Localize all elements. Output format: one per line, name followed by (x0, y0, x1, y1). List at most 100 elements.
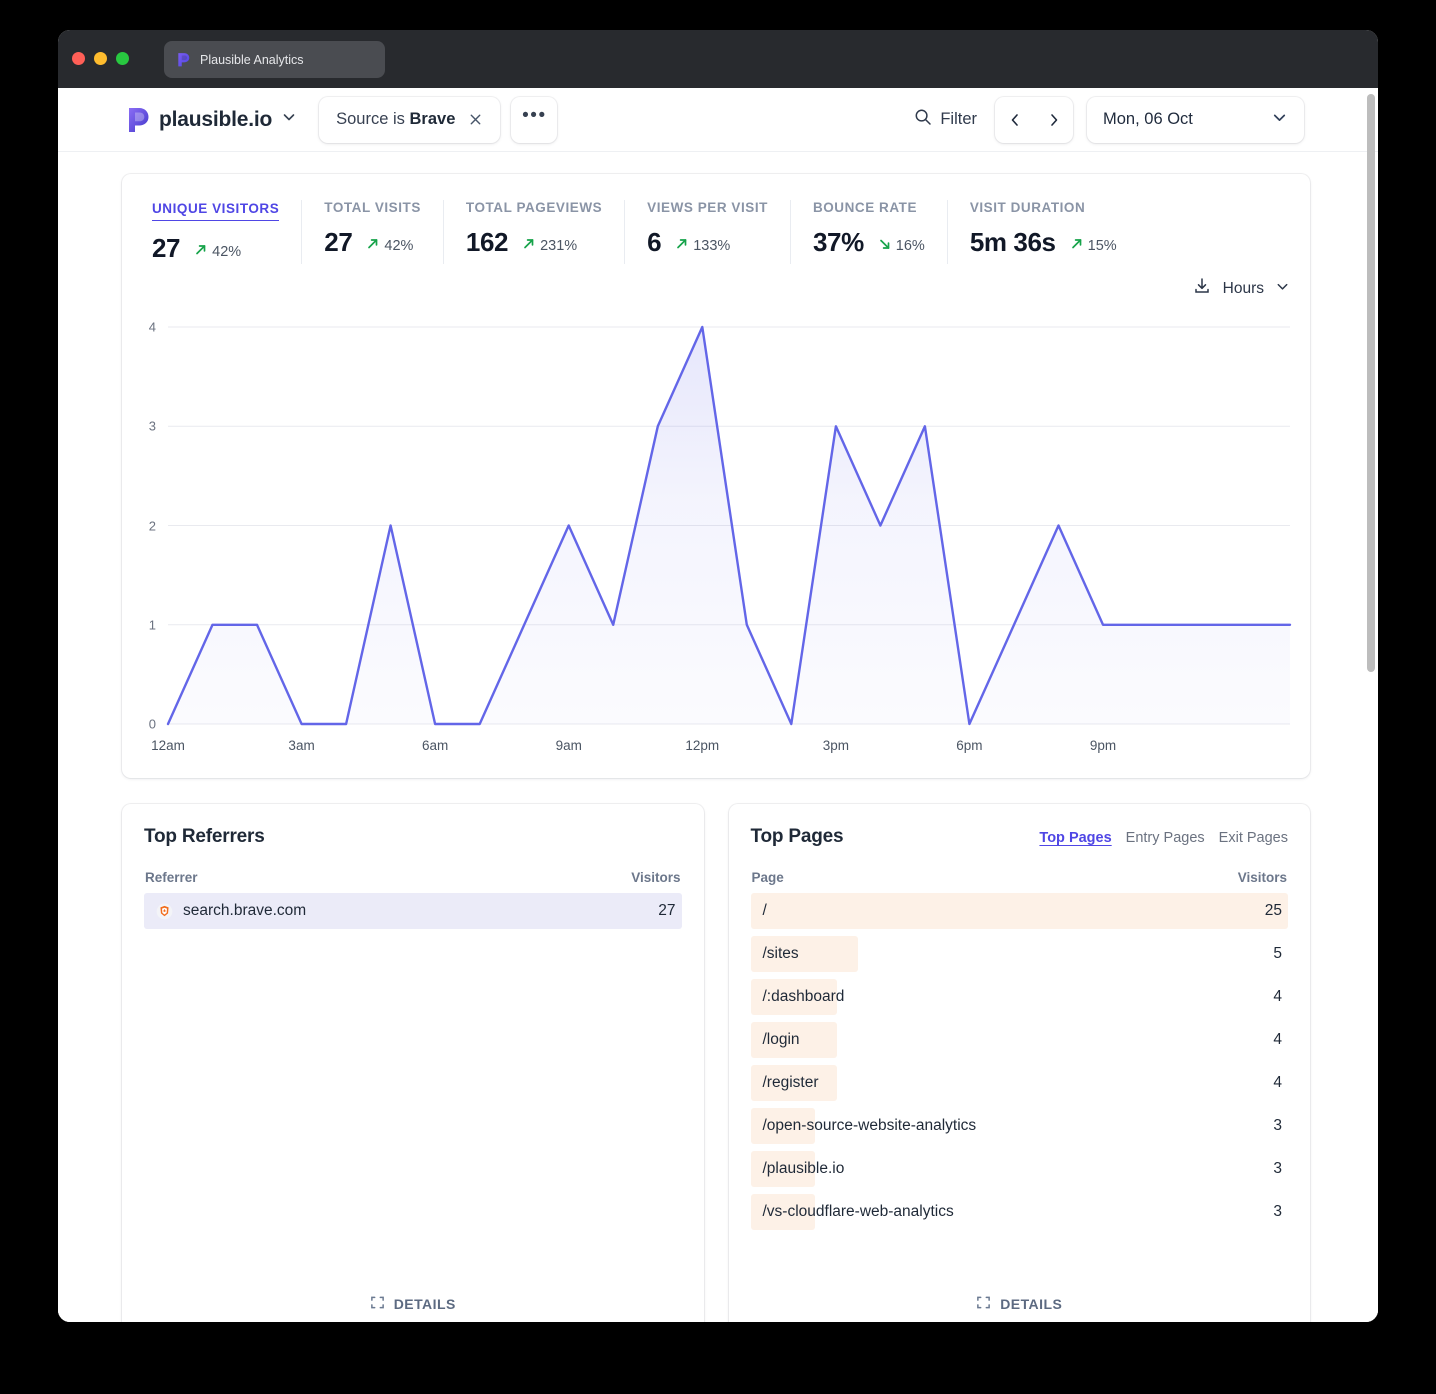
metric-total-pageviews[interactable]: TOTAL PAGEVIEWS 162 231% (444, 200, 626, 264)
metric-label: VISIT DURATION (969, 200, 1086, 215)
expand-icon (370, 1295, 385, 1313)
plausible-logo-icon (126, 107, 150, 133)
page-path[interactable]: /vs-cloudflare-web-analytics (751, 1203, 954, 1221)
metric-delta-value: 42% (212, 243, 242, 260)
top-pages-head: Top Pages Top Pages Entry Pages Exit Pages (751, 826, 1289, 848)
metric-delta: 42% (194, 243, 241, 260)
column-header-page: Page (751, 870, 784, 885)
table-row[interactable]: /:dashboard 4 (750, 979, 1289, 1015)
previous-period-button[interactable] (995, 97, 1034, 143)
row-bar (750, 1108, 815, 1144)
column-header-visitors: Visitors (631, 870, 681, 885)
topnav-right: Filter Mon, 06 Oct (910, 96, 1378, 143)
metric-value: 6 (647, 227, 662, 257)
page-path[interactable]: /login (751, 1031, 800, 1049)
chevron-down-icon (281, 109, 297, 130)
top-referrers-rows: search.brave.com 27 (144, 893, 682, 929)
metric-value: 162 (465, 227, 509, 257)
y-axis-tick: 4 (148, 319, 156, 335)
top-referrers-card: Top Referrers Referrer Visitors search.b… (122, 804, 704, 1322)
metric-value: 5m 36s (969, 227, 1056, 257)
metric-total-visits[interactable]: TOTAL VISITS 27 42% (302, 200, 444, 264)
row-value: 4 (1273, 988, 1282, 1005)
table-row[interactable]: /plausible.io 3 (750, 1151, 1289, 1187)
visitors-area-chart[interactable]: 0 1 2 3 4 12am 3am 6am 9am 12pm 3pm 6pm 9pm (136, 309, 1300, 764)
page-path[interactable]: /:dashboard (751, 988, 845, 1006)
page-path[interactable]: /plausible.io (751, 1160, 845, 1178)
metric-bounce-rate[interactable]: BOUNCE RATE 37% 16% (791, 200, 948, 264)
table-row[interactable]: search.brave.com 27 (144, 893, 682, 929)
page-path[interactable]: /open-source-website-analytics (751, 1117, 977, 1135)
page-path[interactable]: / (751, 902, 767, 920)
tab-entry-pages[interactable]: Entry Pages (1125, 830, 1205, 846)
maximize-window-button[interactable] (116, 52, 129, 65)
arrow-up-right-icon (194, 243, 208, 260)
remove-filter-icon[interactable] (468, 112, 483, 127)
filter-button[interactable]: Filter (910, 100, 981, 139)
close-window-button[interactable] (72, 52, 85, 65)
page-path[interactable]: /register (751, 1074, 819, 1092)
row-value: 25 (1264, 902, 1282, 919)
table-row[interactable]: /sites 5 (750, 936, 1289, 972)
row-label-text: / (762, 902, 767, 919)
row-label-text: /:dashboard (762, 988, 845, 1005)
plausible-favicon-icon (176, 52, 191, 67)
metric-visit-duration[interactable]: VISIT DURATION 5m 36s 15% (948, 200, 1139, 264)
table-row[interactable]: /vs-cloudflare-web-analytics 3 (750, 1194, 1289, 1230)
more-filters-button[interactable]: ••• (511, 96, 558, 143)
metric-row: 27 42% (324, 227, 421, 258)
metric-value: 37% (812, 227, 864, 257)
arrow-down-right-icon (878, 237, 892, 254)
row-value: 27 (658, 902, 676, 919)
brave-lion-icon (156, 903, 173, 920)
metric-delta: 42% (366, 237, 413, 254)
bottom-panels: Top Referrers Referrer Visitors search.b… (122, 804, 1310, 1322)
filter-pill-value: Brave (409, 110, 456, 128)
top-referrers-column-headers: Referrer Visitors (144, 870, 682, 891)
vertical-scrollbar[interactable] (1364, 88, 1378, 1322)
x-axis-tick: 6am (422, 738, 449, 753)
filter-pill-text: Source is Brave (336, 110, 455, 129)
row-value: 4 (1273, 1031, 1282, 1048)
next-period-button[interactable] (1034, 97, 1073, 143)
referrer-name[interactable]: search.brave.com (144, 902, 306, 920)
metric-delta-value: 133% (693, 237, 731, 254)
top-referrers-title: Top Referrers (144, 826, 265, 847)
arrow-up-right-icon (1070, 237, 1084, 254)
visitors-chart-wrap: 0 1 2 3 4 12am 3am 6am 9am 12pm 3pm 6pm 9pm (122, 301, 1310, 778)
metric-delta: 15% (1070, 237, 1117, 254)
metric-row: 5m 36s 15% (970, 227, 1117, 258)
top-pages-details-button[interactable]: DETAILS (729, 1295, 1311, 1313)
chevron-down-icon[interactable] (1275, 279, 1290, 299)
row-bar (750, 893, 1288, 929)
browser-tab[interactable]: Plausible Analytics (164, 41, 385, 78)
date-range-label: Mon, 06 Oct (1103, 110, 1193, 128)
site-name: plausible.io (159, 107, 273, 131)
filter-pill-source[interactable]: Source is Brave (319, 96, 501, 143)
arrow-up-right-icon (522, 237, 536, 254)
table-row[interactable]: /open-source-website-analytics 3 (750, 1108, 1289, 1144)
tab-top-pages[interactable]: Top Pages (1039, 830, 1112, 846)
window-controls[interactable] (72, 52, 129, 65)
page-path[interactable]: /sites (751, 945, 799, 963)
interval-label[interactable]: Hours (1222, 279, 1264, 297)
table-row[interactable]: /login 4 (750, 1022, 1289, 1058)
metric-unique-visitors[interactable]: UNIQUE VISITORS 27 42% (122, 200, 303, 264)
download-icon[interactable] (1192, 276, 1212, 301)
site-switcher[interactable]: plausible.io (126, 107, 297, 133)
browser-tab-title: Plausible Analytics (200, 52, 304, 67)
metric-delta: 16% (878, 237, 925, 254)
minimize-window-button[interactable] (94, 52, 107, 65)
table-row[interactable]: /register 4 (750, 1065, 1289, 1101)
filter-button-label: Filter (940, 110, 977, 128)
tab-exit-pages[interactable]: Exit Pages (1218, 830, 1288, 846)
browser-titlebar: Plausible Analytics (58, 30, 1378, 88)
table-row[interactable]: / 25 (750, 893, 1288, 929)
scrollbar-thumb[interactable] (1367, 94, 1375, 672)
top-referrers-details-button[interactable]: DETAILS (122, 1295, 704, 1313)
row-label-text: /open-source-website-analytics (762, 1117, 977, 1134)
metric-views-per-visit[interactable]: VIEWS PER VISIT 6 133% (625, 200, 791, 264)
date-range-picker[interactable]: Mon, 06 Oct (1087, 96, 1304, 143)
app-viewport: plausible.io Source is Brave ••• (58, 88, 1378, 1322)
